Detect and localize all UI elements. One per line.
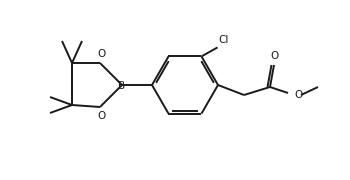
Text: Cl: Cl (218, 35, 229, 45)
Text: B: B (118, 81, 126, 91)
Text: O: O (97, 111, 105, 121)
Text: O: O (294, 90, 302, 100)
Text: O: O (97, 49, 105, 59)
Text: O: O (271, 51, 279, 61)
